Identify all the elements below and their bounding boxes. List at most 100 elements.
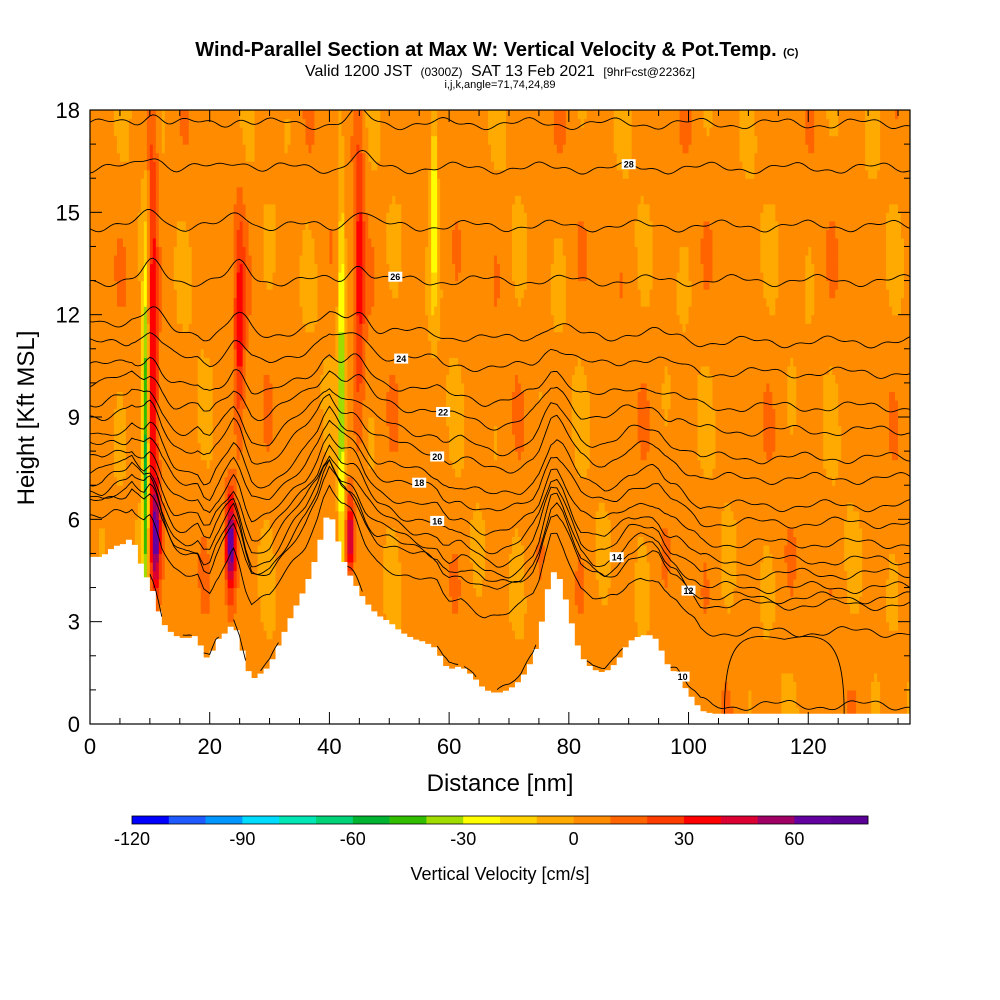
- velocity-cell: [188, 110, 193, 120]
- velocity-cell: [164, 451, 169, 461]
- velocity-cell: [239, 289, 244, 299]
- velocity-cell: [245, 596, 250, 606]
- velocity-cell: [257, 664, 262, 674]
- velocity-cell: [257, 408, 262, 418]
- velocity-cell: [200, 596, 205, 606]
- velocity-cell: [176, 434, 181, 444]
- velocity-cell: [125, 203, 130, 213]
- velocity-cell: [269, 527, 274, 537]
- velocity-cell: [185, 596, 190, 606]
- velocity-cell: [122, 272, 127, 282]
- velocity-cell: [164, 186, 169, 196]
- velocity-cell: [266, 630, 271, 640]
- velocity-cell: [113, 527, 118, 537]
- velocity-cell: [176, 382, 181, 393]
- velocity-cell: [215, 127, 220, 137]
- velocity-cell: [215, 579, 220, 589]
- velocity-cell: [251, 220, 256, 230]
- velocity-cell: [119, 127, 124, 137]
- velocity-cell: [101, 434, 106, 444]
- velocity-cell: [200, 195, 205, 205]
- velocity-cell: [191, 229, 196, 239]
- velocity-cell: [230, 451, 235, 461]
- velocity-cell: [176, 399, 181, 410]
- velocity-cell: [248, 212, 253, 222]
- velocity-cell: [170, 152, 175, 162]
- velocity-cell: [248, 647, 253, 657]
- velocity-cell: [98, 510, 103, 520]
- velocity-cell: [176, 306, 181, 316]
- velocity-cell: [179, 468, 184, 478]
- velocity-cell: [236, 579, 241, 589]
- velocity-cell: [236, 203, 241, 213]
- velocity-cell: [197, 408, 202, 418]
- velocity-cell: [152, 118, 157, 128]
- velocity-cell: [95, 178, 100, 188]
- velocity-cell: [239, 152, 244, 162]
- velocity-cell: [194, 280, 199, 290]
- velocity-cell: [227, 596, 232, 606]
- velocity-cell: [197, 544, 202, 555]
- velocity-cell: [272, 161, 277, 171]
- velocity-cell: [107, 246, 112, 256]
- velocity-cell: [245, 203, 250, 213]
- velocity-cell: [143, 152, 148, 162]
- velocity-cell: [257, 476, 262, 486]
- velocity-cell: [125, 306, 130, 316]
- velocity-cell: [272, 263, 277, 273]
- velocity-cell: [230, 212, 235, 222]
- velocity-cell: [128, 374, 133, 384]
- velocity-cell: [245, 272, 250, 282]
- velocity-cell: [224, 442, 229, 452]
- velocity-cell: [155, 152, 160, 162]
- velocity-cell: [191, 451, 196, 461]
- velocity-cell: [206, 399, 211, 410]
- velocity-cell: [257, 331, 262, 341]
- velocity-cell: [278, 476, 283, 486]
- velocity-cell: [218, 297, 223, 307]
- velocity-cell: [227, 127, 232, 137]
- velocity-cell: [275, 323, 280, 333]
- velocity-cell: [176, 161, 181, 171]
- velocity-cell: [90, 399, 94, 410]
- velocity-cell: [113, 485, 118, 495]
- velocity-cell: [140, 195, 145, 205]
- velocity-cell: [260, 459, 265, 469]
- velocity-cell: [236, 613, 241, 623]
- velocity-cell: [203, 382, 208, 393]
- velocity-cell: [263, 127, 268, 137]
- velocity-cell: [197, 485, 202, 495]
- velocity-cell: [185, 144, 190, 154]
- velocity-cell: [155, 340, 160, 350]
- velocity-cell: [257, 323, 262, 333]
- velocity-cell: [200, 485, 205, 495]
- velocity-cell: [278, 587, 283, 597]
- velocity-cell: [90, 289, 94, 299]
- velocity-cell: [221, 365, 226, 375]
- velocity-cell: [125, 169, 130, 179]
- velocity-cell: [182, 621, 187, 631]
- velocity-cell: [90, 229, 94, 239]
- velocity-cell: [215, 502, 220, 512]
- velocity-cell: [188, 118, 193, 128]
- velocity-cell: [227, 280, 232, 290]
- velocity-cell: [197, 459, 202, 469]
- velocity-cell: [236, 570, 241, 580]
- velocity-cell: [170, 144, 175, 154]
- velocity-cell: [236, 596, 241, 606]
- velocity-cell: [269, 365, 274, 375]
- velocity-cell: [113, 263, 118, 273]
- velocity-cell: [266, 272, 271, 282]
- velocity-cell: [164, 306, 169, 316]
- velocity-cell: [137, 331, 142, 341]
- velocity-cell: [212, 118, 217, 128]
- velocity-cell: [257, 630, 262, 640]
- velocity-cell: [221, 357, 226, 367]
- velocity-cell: [170, 425, 175, 435]
- velocity-cell: [92, 408, 97, 418]
- velocity-cell: [101, 127, 106, 137]
- velocity-cell: [260, 161, 265, 171]
- velocity-cell: [95, 237, 100, 248]
- velocity-cell: [167, 306, 172, 316]
- velocity-cell: [233, 186, 238, 196]
